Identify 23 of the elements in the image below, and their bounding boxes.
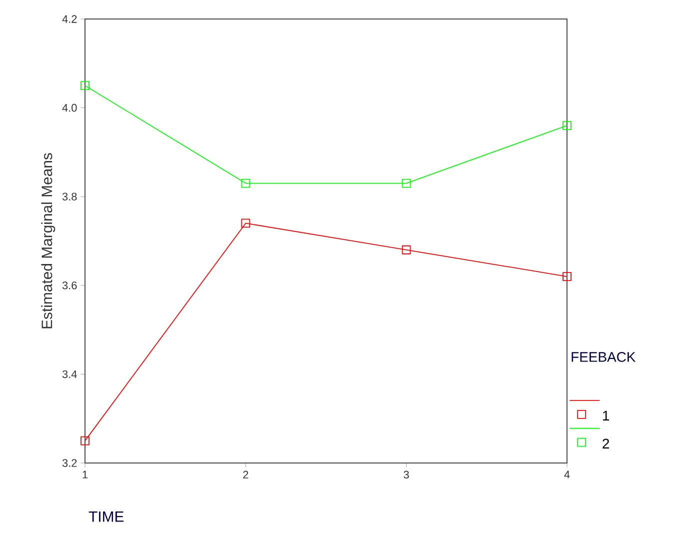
- point: [241, 218, 250, 228]
- y-tick-label: 3.2: [62, 459, 77, 467]
- point: [562, 272, 572, 281]
- x-axis-title: TIME: [88, 512, 124, 522]
- point: [562, 121, 572, 130]
- y-tick-label: 4.0: [62, 104, 77, 112]
- point: [402, 178, 411, 188]
- x-tick-label: 1: [82, 470, 88, 478]
- point: [241, 178, 250, 188]
- point: [402, 245, 411, 254]
- legend-title: FEEBACK: [572, 352, 636, 362]
- y-tick-label: 3.6: [62, 282, 77, 290]
- x-tick-label: 3: [404, 470, 409, 479]
- y-tick-label: 3.8: [62, 192, 77, 200]
- y-tick-label: 4.2: [62, 15, 77, 23]
- y-axis-title: Estimated Marginal Means: [41, 153, 56, 328]
- point: [80, 81, 90, 90]
- y-tick-label: 3.4: [62, 370, 77, 378]
- x-tick-label: 2: [243, 470, 248, 478]
- legend-label: 2: [602, 438, 610, 448]
- point: [80, 436, 90, 446]
- legend-label: 1: [603, 410, 610, 420]
- x-tick-label: 4: [564, 470, 570, 478]
